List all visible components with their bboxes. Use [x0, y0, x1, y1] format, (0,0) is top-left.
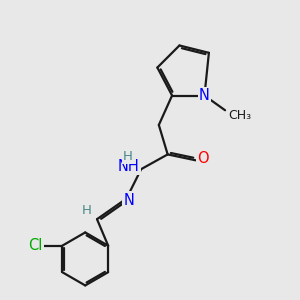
- Text: Cl: Cl: [28, 238, 42, 253]
- Text: H: H: [82, 205, 92, 218]
- Text: NH: NH: [118, 159, 140, 174]
- Text: N: N: [123, 193, 134, 208]
- Text: H: H: [123, 150, 133, 163]
- Text: N: N: [199, 88, 210, 103]
- Text: O: O: [197, 151, 209, 166]
- Text: CH₃: CH₃: [228, 109, 251, 122]
